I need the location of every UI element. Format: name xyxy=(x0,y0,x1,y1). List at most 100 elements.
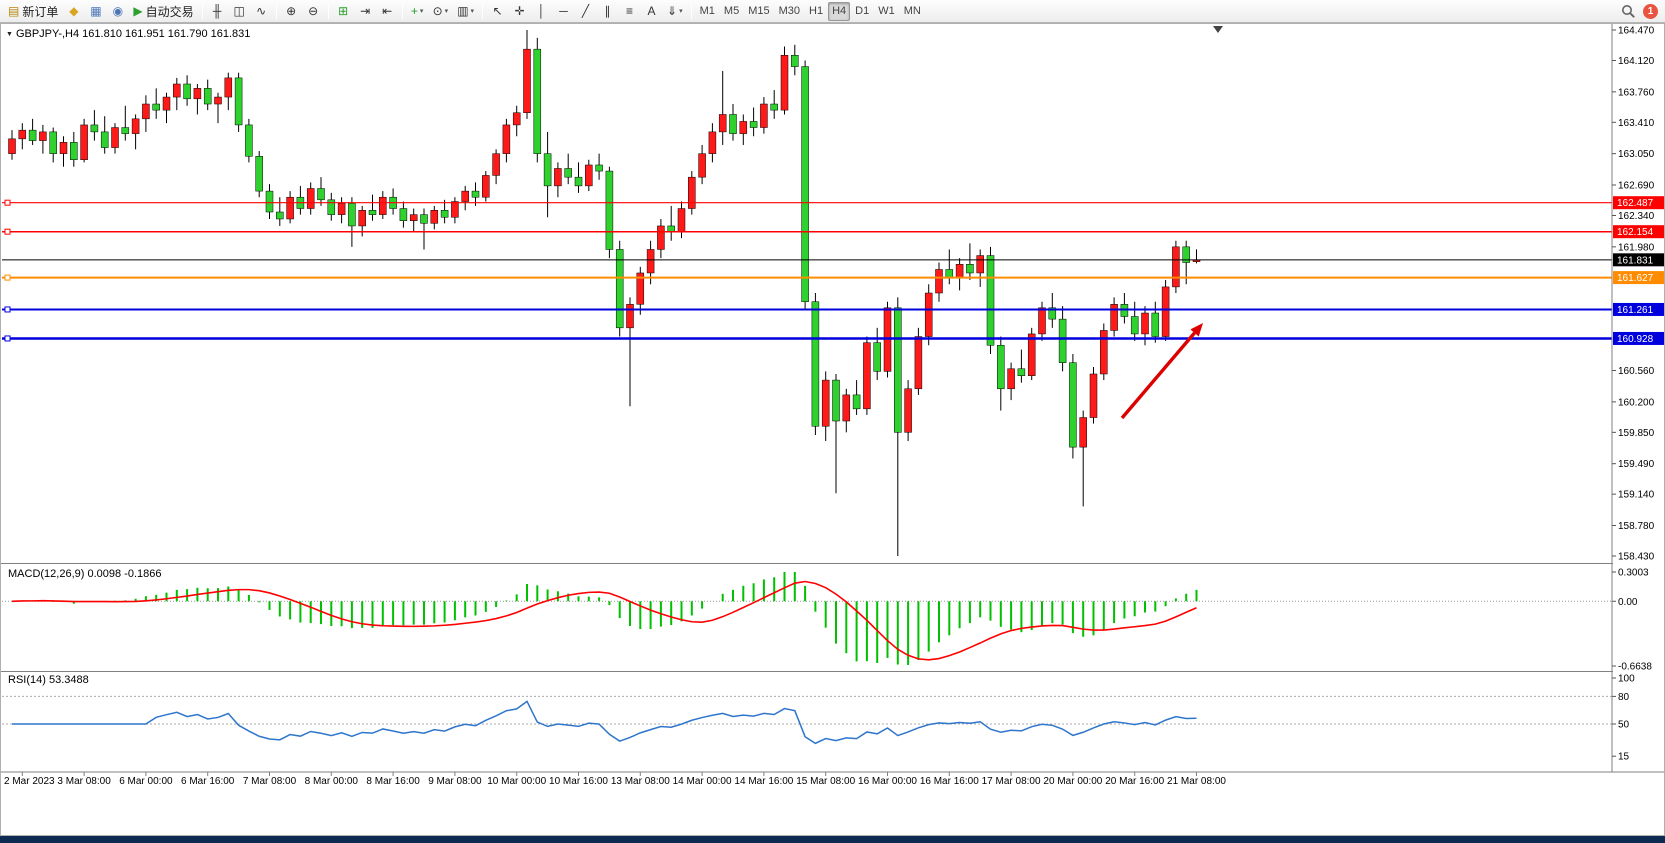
tf-m1-label: M1 xyxy=(699,5,715,17)
auto-scroll-button[interactable]: ⇥ xyxy=(355,2,376,21)
tf-mn[interactable]: MN xyxy=(900,2,925,21)
notification-badge[interactable]: 1 xyxy=(1643,3,1658,19)
price-axis-label: 160.200 xyxy=(1618,397,1655,408)
price-badge-label: 161.831 xyxy=(1617,255,1654,266)
candle xyxy=(245,124,253,157)
candle xyxy=(317,188,325,201)
horizontal-line-button[interactable]: ─ xyxy=(553,2,574,21)
zoom-in-button[interactable]: ⊕ xyxy=(281,2,302,21)
vertical-line-button[interactable]: │ xyxy=(531,2,552,21)
candle xyxy=(657,225,665,250)
tf-h4[interactable]: H4 xyxy=(828,1,851,21)
alerts-button[interactable]: ◉ xyxy=(107,2,128,21)
indicators-icon: + xyxy=(410,4,418,18)
profiles-icon: ▦ xyxy=(90,4,102,18)
candle xyxy=(595,164,603,172)
candle xyxy=(59,142,68,154)
candle xyxy=(1100,330,1108,375)
auto-trading-button[interactable]: ▶ 自动交易 xyxy=(129,2,197,21)
candle xyxy=(955,264,964,279)
candle xyxy=(440,210,449,218)
tf-m1[interactable]: M1 xyxy=(696,2,719,21)
tf-d1-label: D1 xyxy=(855,5,870,17)
price-axis-label: 163.760 xyxy=(1618,87,1655,98)
candle xyxy=(760,103,768,128)
candle xyxy=(543,153,552,187)
time-axis-label: 14 Mar 16:00 xyxy=(734,776,793,787)
tf-m5[interactable]: M5 xyxy=(720,2,743,21)
candle xyxy=(801,66,809,302)
candle xyxy=(873,342,881,372)
price-axis-label: 159.140 xyxy=(1618,490,1655,501)
hline-handle[interactable] xyxy=(4,274,11,281)
candle xyxy=(1089,373,1098,418)
candle xyxy=(564,168,572,178)
fibonacci-button[interactable]: ≡ xyxy=(619,2,640,21)
candle xyxy=(636,272,645,305)
tile-windows-button[interactable]: ⊞ xyxy=(333,2,354,21)
tf-m30[interactable]: M30 xyxy=(775,2,804,21)
hline-handle[interactable] xyxy=(4,306,11,313)
candle xyxy=(173,83,181,98)
price-badge xyxy=(1613,196,1664,210)
time-axis-label: 2 Mar 2023 xyxy=(4,776,55,787)
arrows-button[interactable]: ⇓ ▾ xyxy=(663,2,687,21)
zoom-out-button[interactable]: ⊖ xyxy=(303,2,324,21)
tf-h1[interactable]: H1 xyxy=(805,2,827,21)
tf-w1-label: W1 xyxy=(878,5,895,17)
time-axis-label: 7 Mar 08:00 xyxy=(243,776,297,787)
channel-button[interactable]: ∥ xyxy=(597,2,618,21)
bar-chart-button[interactable]: ╫ xyxy=(207,2,228,21)
new-order-button[interactable]: ▤ 新订单 xyxy=(4,2,62,21)
crosshair-button[interactable]: ✛ xyxy=(509,2,530,21)
candlestick-chart-icon: ◫ xyxy=(233,4,245,18)
price-axis-label: 162.690 xyxy=(1618,181,1655,192)
chart-shift-button[interactable]: ⇤ xyxy=(377,2,398,21)
periods-button[interactable]: ⊙ ▾ xyxy=(429,2,453,21)
line-chart-button[interactable]: ∿ xyxy=(251,2,272,21)
arrows-icon: ⇓ xyxy=(667,4,678,18)
candle xyxy=(894,307,902,433)
candle xyxy=(718,114,727,133)
candle xyxy=(80,124,88,161)
tf-w1[interactable]: W1 xyxy=(874,2,899,21)
time-axis-label: 8 Mar 16:00 xyxy=(366,776,420,787)
profiles-button[interactable]: ▦ xyxy=(85,2,106,21)
charts-button[interactable]: ◆ xyxy=(63,2,84,21)
candle xyxy=(1141,312,1149,335)
annotation-arrow[interactable] xyxy=(1120,323,1203,420)
trendline-button[interactable]: ╱ xyxy=(575,2,596,21)
candle xyxy=(997,345,1005,390)
tf-h1-label: H1 xyxy=(809,5,824,17)
hline-handle[interactable] xyxy=(4,228,11,235)
time-axis-label: 6 Mar 00:00 xyxy=(119,776,173,787)
price-badge xyxy=(1613,331,1664,345)
price-badge-label: 161.261 xyxy=(1617,305,1654,316)
text-icon: A xyxy=(647,4,656,18)
indicators-button[interactable]: + ▾ xyxy=(407,2,428,21)
time-axis-label: 20 Mar 00:00 xyxy=(1043,776,1102,787)
price-axis[interactable]: 164.470 164.120 163.760 163.410 163.050 162.6… xyxy=(1612,26,1664,763)
candlestick-chart-button[interactable]: ◫ xyxy=(229,2,250,21)
tf-m15[interactable]: M15 xyxy=(744,2,773,21)
chart-shift-icon: ⇤ xyxy=(382,4,393,18)
chart-canvas[interactable]: 2 Mar 2023 3 Mar 08:00 6 Mar 00:00 6 Mar 16… xyxy=(0,23,1665,836)
hline-handle[interactable] xyxy=(4,199,11,206)
rsi-indicator-title: RSI(14) 53.3488 xyxy=(8,674,89,686)
cursor-button[interactable]: ↖ xyxy=(487,2,508,21)
candle xyxy=(605,170,614,250)
candle xyxy=(1048,307,1057,320)
hline-handle[interactable] xyxy=(4,335,11,342)
search-icon[interactable] xyxy=(1621,4,1636,19)
caret-down-icon: ▾ xyxy=(679,8,683,15)
candle xyxy=(399,208,408,221)
chart-shift-marker-icon[interactable] xyxy=(1213,26,1223,33)
tf-d1[interactable]: D1 xyxy=(851,2,873,21)
templates-button[interactable]: ▥ ▾ xyxy=(453,2,478,21)
text-button[interactable]: A xyxy=(641,2,662,21)
candle xyxy=(935,269,943,294)
candle xyxy=(420,214,428,224)
candle xyxy=(729,114,737,134)
caret-down-icon: ▾ xyxy=(419,8,424,15)
